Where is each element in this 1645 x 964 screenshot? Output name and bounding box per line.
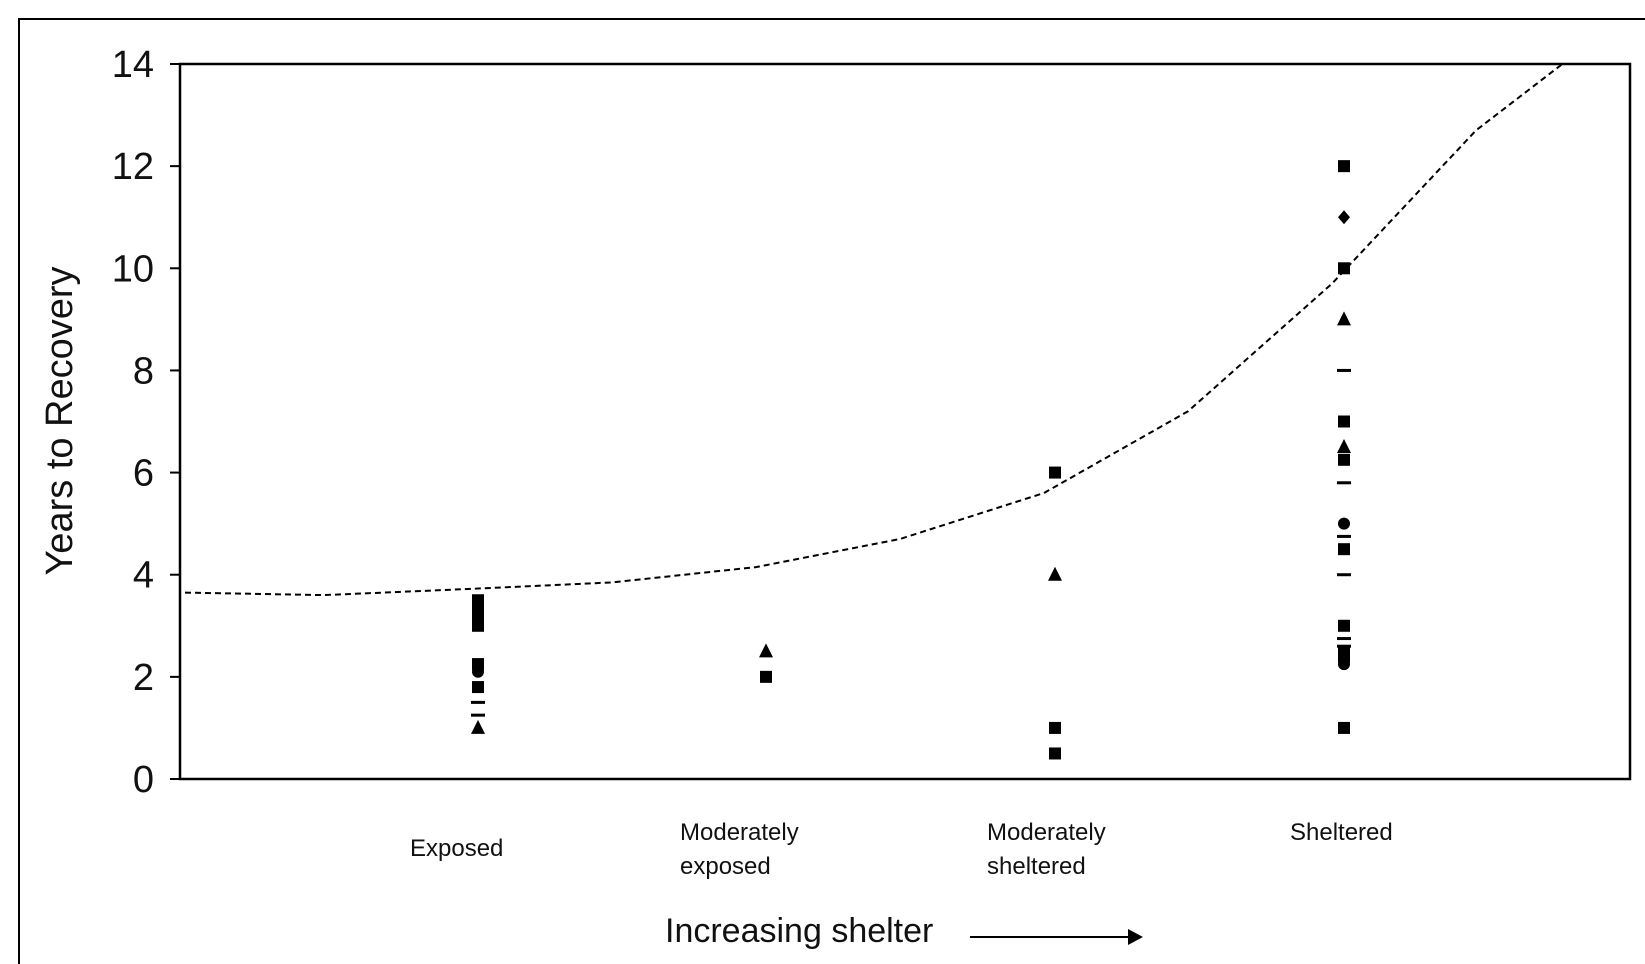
y-axis-title: Years to Recovery [39, 266, 81, 575]
data-point-square [1338, 453, 1350, 466]
y-axis: 0 2 4 6 8 10 12 14 [112, 44, 180, 801]
trend-line [184, 63, 1564, 597]
y-tick-label: 12 [112, 146, 154, 188]
y-tick-label: 0 [133, 759, 154, 801]
data-point-triangle [1337, 311, 1351, 326]
data-point-square [1338, 415, 1350, 428]
data-point-square [472, 619, 484, 632]
x-axis-title: Increasing shelter [665, 912, 933, 950]
data-point-square [1049, 721, 1061, 734]
data-points [471, 160, 1351, 760]
trend-line-path [184, 63, 1564, 597]
data-point-circle [472, 665, 484, 678]
data-point-triangle [1048, 566, 1062, 581]
data-point-dash [1337, 534, 1351, 538]
x-category-label: Sheltered [1290, 819, 1393, 846]
data-point-triangle [471, 719, 485, 734]
x-category-label: Moderately sheltered [987, 819, 1106, 880]
plot-area [178, 62, 1632, 781]
y-tick-label: 4 [133, 555, 154, 597]
y-tick-label: 6 [133, 453, 154, 495]
x-axis-arrow-head [1128, 929, 1143, 945]
data-point-square [1338, 619, 1350, 632]
data-point-dash [1337, 481, 1351, 485]
y-tick-label: 2 [133, 657, 154, 699]
data-point-dash [1337, 637, 1351, 641]
data-point-dash [471, 700, 485, 704]
data-point-square [1049, 466, 1061, 479]
y-tick-label: 8 [133, 350, 154, 392]
data-point-square [1049, 747, 1061, 760]
data-point-diamond [1338, 210, 1350, 225]
data-point-dash [471, 713, 485, 717]
data-point-square [1338, 160, 1350, 173]
data-point-square [472, 594, 484, 607]
data-point-triangle [1337, 439, 1351, 454]
x-axis-title-group: Increasing shelter [665, 912, 1143, 950]
data-point-circle [1338, 658, 1350, 671]
x-category-labels: Exposed Moderately exposed Moderately shelte… [410, 819, 1393, 880]
x-category-label: Exposed [410, 835, 503, 862]
data-point-square [1338, 721, 1350, 734]
y-tick-label: 14 [112, 44, 154, 86]
data-point-dash [1337, 368, 1351, 372]
data-point-square [760, 670, 772, 683]
data-point-square [472, 681, 484, 694]
data-point-circle [1338, 517, 1350, 530]
data-point-square [1338, 543, 1350, 556]
data-point-square [472, 604, 484, 617]
x-category-label: Moderately exposed [680, 819, 799, 880]
data-point-dash [1337, 573, 1351, 577]
data-point-square [1338, 262, 1350, 275]
data-point-triangle [759, 643, 773, 658]
figure-frame [18, 18, 1645, 964]
y-tick-label: 10 [112, 248, 154, 290]
